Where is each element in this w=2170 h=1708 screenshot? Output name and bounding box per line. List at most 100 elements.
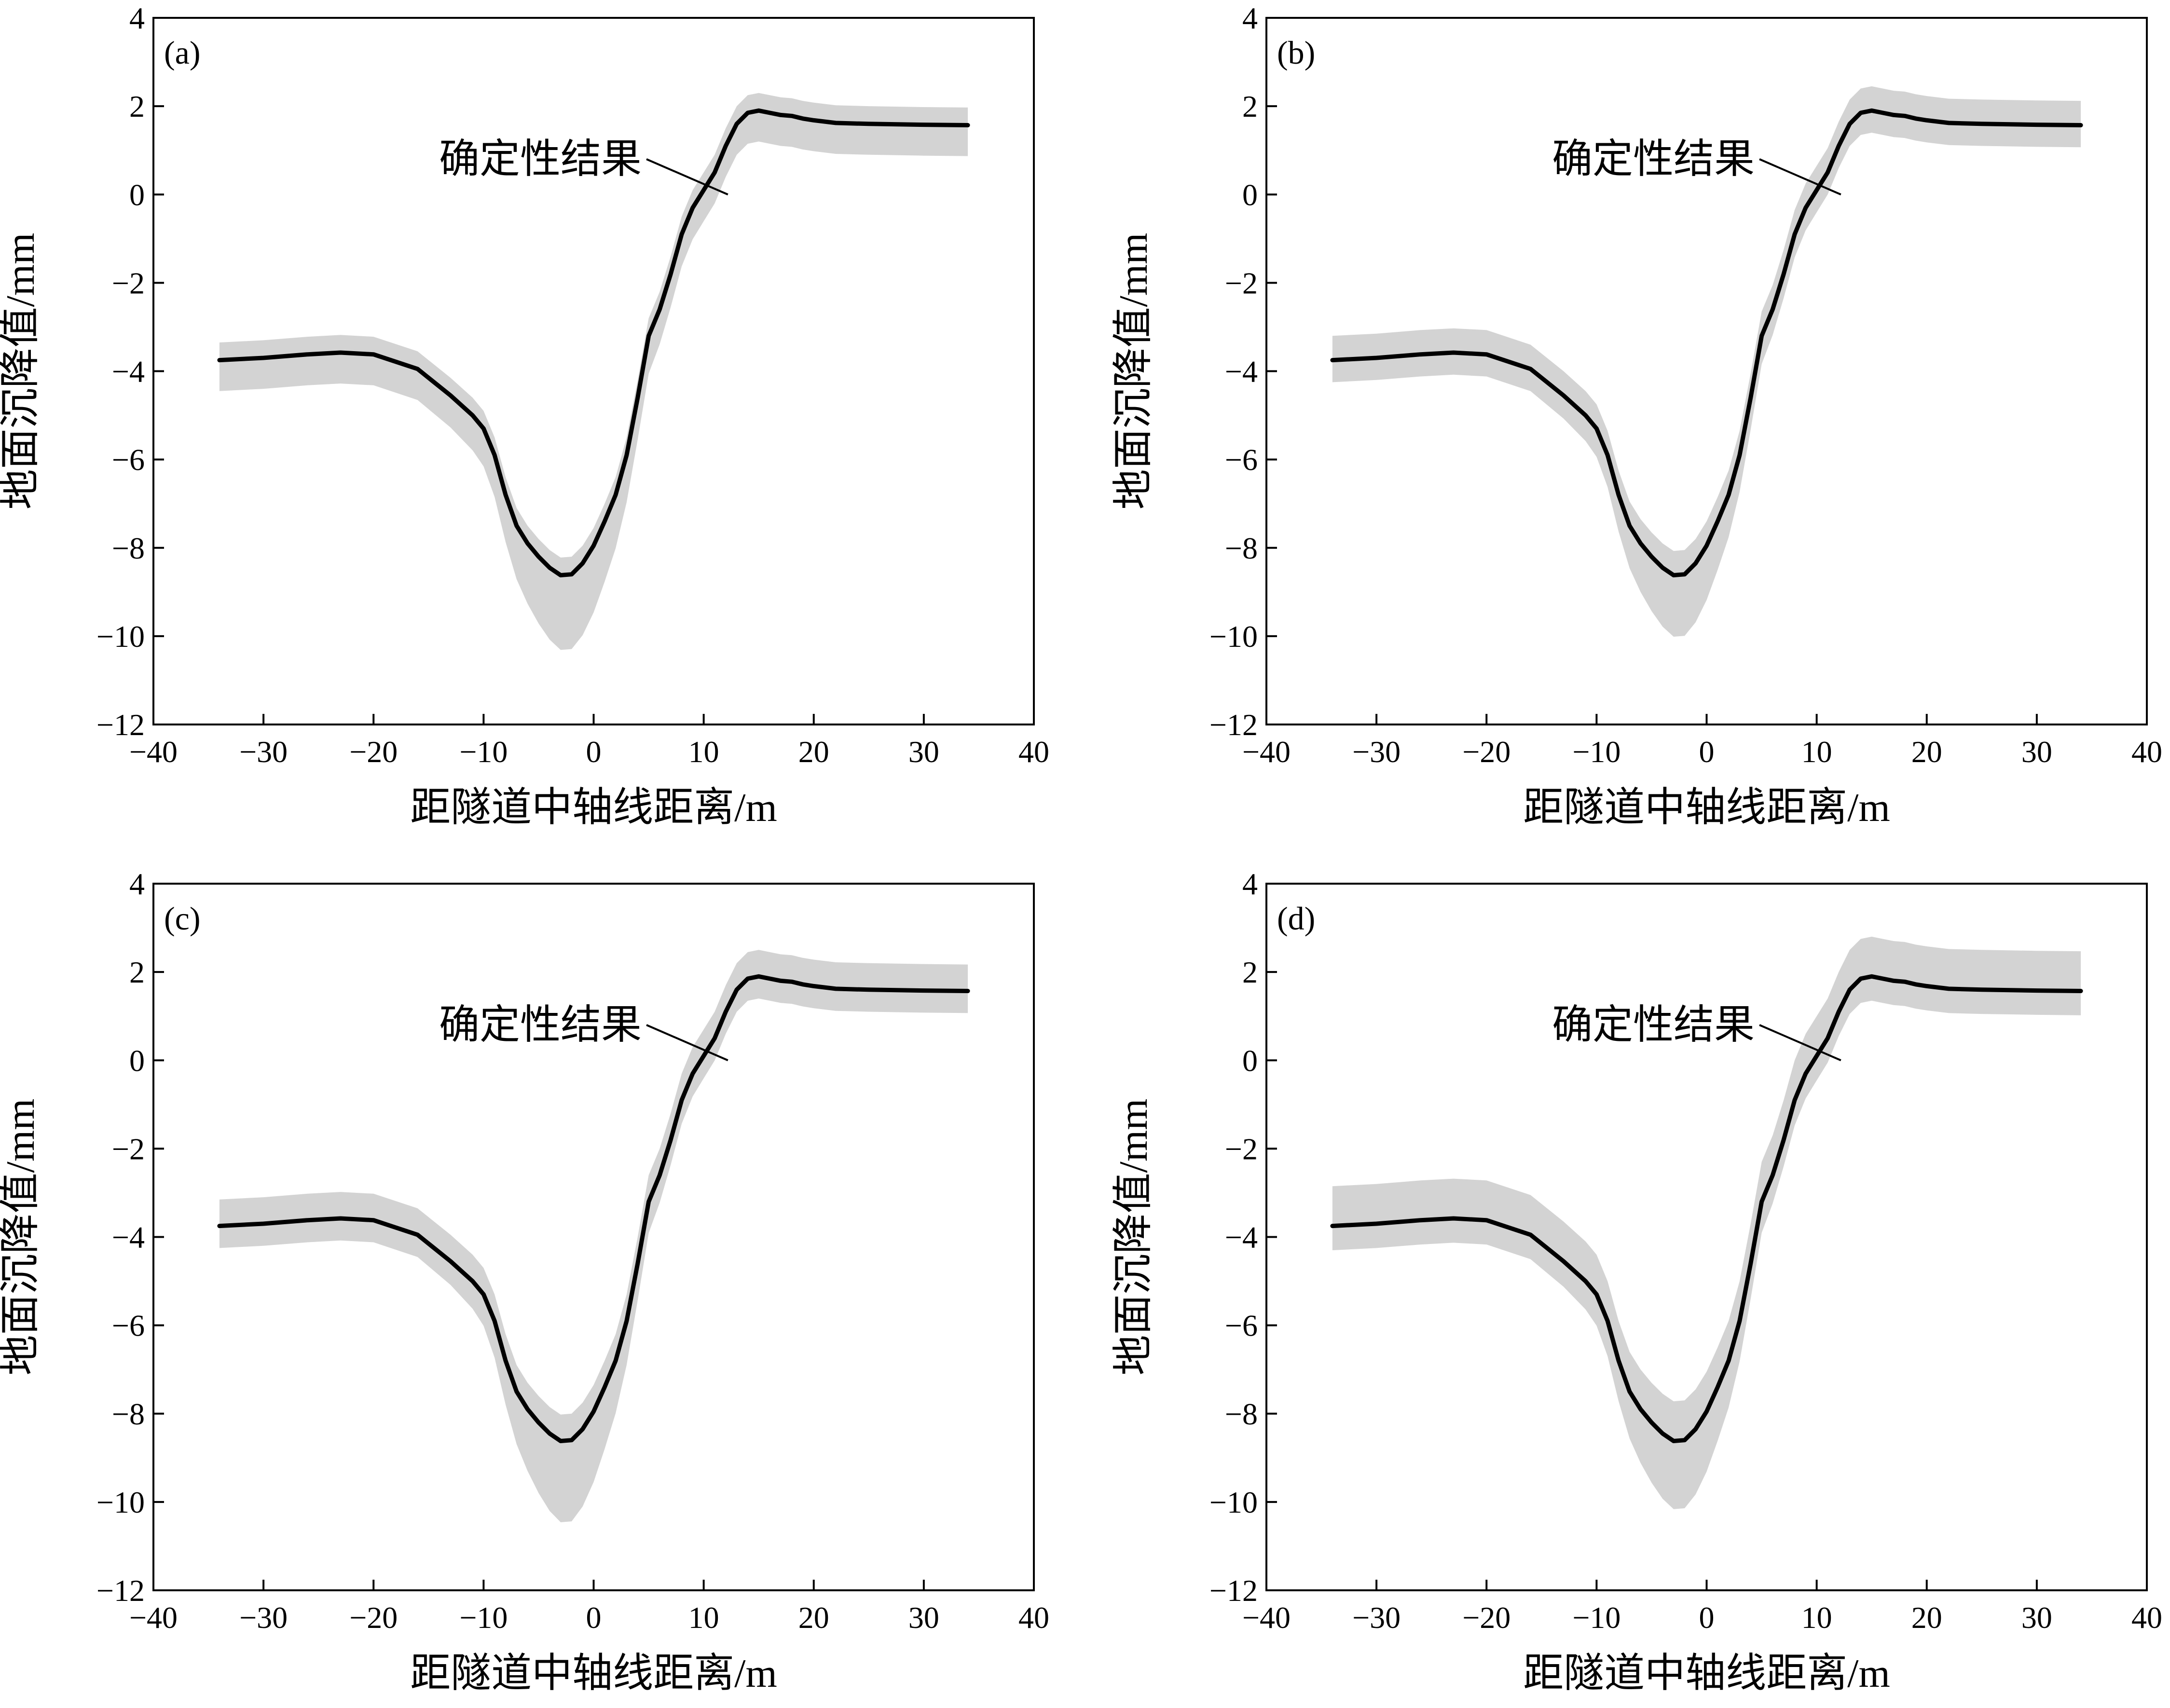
x-tick-label: 10 (1801, 735, 1832, 769)
uncertainty-band (1332, 86, 2081, 637)
x-tick-label: 20 (798, 735, 829, 769)
x-tick-label: −20 (349, 735, 398, 769)
x-tick-label: 30 (908, 735, 939, 769)
x-tick-label: 10 (1801, 1600, 1832, 1635)
x-tick-label: −10 (1572, 735, 1621, 769)
y-tick-label: −6 (1225, 443, 1258, 477)
deterministic-result-line (217, 108, 970, 577)
panel-label: (b) (1277, 34, 1315, 71)
panel-label: (c) (164, 900, 200, 937)
y-axis-title: 地面沉降值/mm (0, 232, 43, 509)
annotation-leader-line (646, 1024, 728, 1062)
annotation-text: 确定性结果 (439, 137, 642, 182)
deterministic-result-line (1330, 108, 2083, 577)
annotation-text: 确定性结果 (439, 1003, 642, 1048)
x-tick-label: −10 (459, 1600, 508, 1635)
panel-label: (d) (1277, 900, 1315, 937)
y-tick-label: 4 (1242, 867, 1258, 901)
y-axis-title: 地面沉降值/mm (1111, 1098, 1156, 1375)
y-tick-label: 2 (1242, 955, 1258, 989)
x-tick-label: 10 (688, 1600, 719, 1635)
x-tick-label: 10 (688, 735, 719, 769)
y-axis-title: 地面沉降值/mm (1111, 232, 1156, 509)
x-tick-label: 0 (586, 735, 602, 769)
x-tick-label: 30 (908, 1600, 939, 1635)
x-axis-title: 距隧道中轴线距离/m (1523, 1651, 1890, 1696)
x-tick-label: 0 (1699, 735, 1715, 769)
y-tick-label: −12 (1209, 1573, 1258, 1608)
x-tick-label: 30 (2021, 1600, 2052, 1635)
y-tick-label: −4 (1225, 1220, 1258, 1255)
x-tick-label: −20 (1462, 735, 1511, 769)
x-axis-title: 距隧道中轴线距离/m (410, 785, 777, 830)
annotation-leader-line (1759, 158, 1841, 196)
y-tick-label: −12 (1209, 708, 1258, 742)
x-tick-label: −10 (1572, 1600, 1621, 1635)
y-tick-label: 4 (129, 1, 145, 35)
y-tick-label: −8 (1225, 531, 1258, 565)
y-tick-label: −12 (96, 708, 145, 742)
y-tick-label: −4 (112, 1220, 145, 1255)
x-tick-label: 40 (1018, 1600, 1049, 1635)
x-tick-label: 0 (586, 1600, 602, 1635)
x-tick-label: 0 (1699, 1600, 1715, 1635)
chart-panel-c: −40 −30 −20 −10 0 10 20 30 40−12−10−8−6−4−2024(c… (0, 867, 1049, 1696)
chart-panel-b: −40 −30 −20 −10 0 10 20 30 40−12−10−8−6−4−2024(b… (1111, 1, 2162, 830)
y-tick-label: −2 (1225, 266, 1258, 300)
x-tick-label: −30 (239, 735, 288, 769)
x-tick-label: 40 (1018, 735, 1049, 769)
y-axis-title: 地面沉降值/mm (0, 1098, 43, 1375)
y-tick-label: 2 (1242, 89, 1258, 123)
annotation-leader-line (1759, 1024, 1841, 1062)
x-axis-title: 距隧道中轴线距离/m (1523, 785, 1890, 830)
annotation-text: 确定性结果 (1552, 137, 1755, 182)
y-tick-label: −10 (96, 619, 145, 654)
y-tick-label: 0 (1242, 178, 1258, 212)
x-tick-label: −40 (129, 735, 178, 769)
x-tick-label: 20 (1911, 735, 1942, 769)
y-tick-label: −10 (96, 1485, 145, 1519)
y-tick-label: −6 (112, 443, 145, 477)
x-tick-label: −40 (1242, 735, 1291, 769)
x-tick-label: −30 (1352, 1600, 1401, 1635)
y-tick-label: −2 (112, 1132, 145, 1166)
y-tick-label: 2 (129, 89, 145, 123)
y-tick-label: 4 (1242, 1, 1258, 35)
chart-panel-d: −40 −30 −20 −10 0 10 20 30 40−12−10−8−6−4−2024(d… (1111, 867, 2162, 1696)
x-axis-title: 距隧道中轴线距离/m (410, 1651, 777, 1696)
panel-label: (a) (164, 34, 200, 71)
y-tick-label: −10 (1209, 619, 1258, 654)
chart-panel-a: −40 −30 −20 −10 0 10 20 30 40−12−10−8−6−4−2024(a… (0, 1, 1049, 830)
y-tick-label: 4 (129, 867, 145, 901)
x-tick-label: −40 (1242, 1600, 1291, 1635)
x-tick-label: −20 (349, 1600, 398, 1635)
y-tick-label: −4 (1225, 355, 1258, 389)
y-tick-label: −12 (96, 1573, 145, 1608)
uncertainty-band (1332, 936, 2081, 1509)
annotation-text: 确定性结果 (1552, 1003, 1755, 1048)
y-tick-label: −2 (112, 266, 145, 300)
x-tick-label: 30 (2021, 735, 2052, 769)
y-tick-label: −8 (112, 531, 145, 565)
y-tick-label: −6 (1225, 1309, 1258, 1343)
y-tick-label: −8 (1225, 1397, 1258, 1431)
y-tick-label: −2 (1225, 1132, 1258, 1166)
annotation-leader-line (646, 158, 728, 196)
x-tick-label: −30 (239, 1600, 288, 1635)
y-tick-label: −8 (112, 1397, 145, 1431)
x-tick-label: −40 (129, 1600, 178, 1635)
x-tick-label: −30 (1352, 735, 1401, 769)
deterministic-result-line (217, 974, 970, 1443)
x-tick-label: −10 (459, 735, 508, 769)
y-tick-label: 0 (1242, 1043, 1258, 1078)
y-tick-label: 0 (129, 1043, 145, 1078)
y-tick-label: −10 (1209, 1485, 1258, 1519)
x-tick-label: 20 (798, 1600, 829, 1635)
uncertainty-band (219, 93, 968, 650)
x-tick-label: 20 (1911, 1600, 1942, 1635)
x-tick-label: 40 (2131, 735, 2162, 769)
y-tick-label: −4 (112, 355, 145, 389)
deterministic-result-line (1330, 974, 2083, 1443)
y-tick-label: 2 (129, 955, 145, 989)
